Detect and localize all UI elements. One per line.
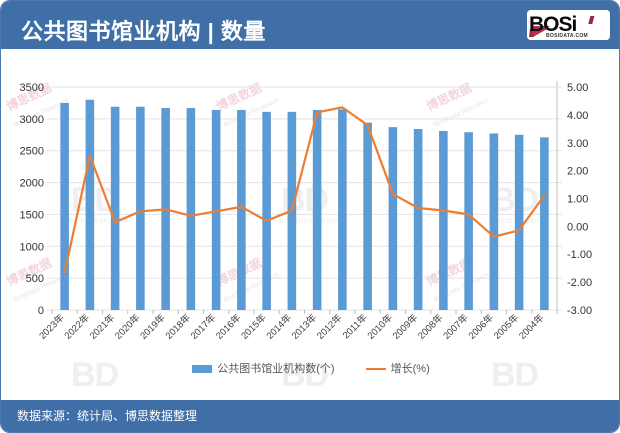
svg-text:1.00: 1.00 xyxy=(567,194,588,206)
svg-text:2.00: 2.00 xyxy=(567,166,588,178)
svg-text:-2.00: -2.00 xyxy=(567,277,592,289)
svg-text:2000: 2000 xyxy=(20,178,44,190)
svg-text:0: 0 xyxy=(38,305,44,317)
svg-text:-1.00: -1.00 xyxy=(567,249,592,261)
svg-text:3000: 3000 xyxy=(20,114,44,126)
svg-text:2500: 2500 xyxy=(20,146,44,158)
svg-text:0.00: 0.00 xyxy=(567,221,588,233)
svg-text:3.00: 3.00 xyxy=(567,138,588,150)
svg-text:1000: 1000 xyxy=(20,241,44,253)
svg-text:1500: 1500 xyxy=(20,209,44,221)
svg-text:4.00: 4.00 xyxy=(567,110,588,122)
svg-text:500: 500 xyxy=(26,273,44,285)
svg-text:5.00: 5.00 xyxy=(567,82,588,94)
svg-text:-3.00: -3.00 xyxy=(567,305,592,317)
svg-text:3500: 3500 xyxy=(20,82,44,94)
